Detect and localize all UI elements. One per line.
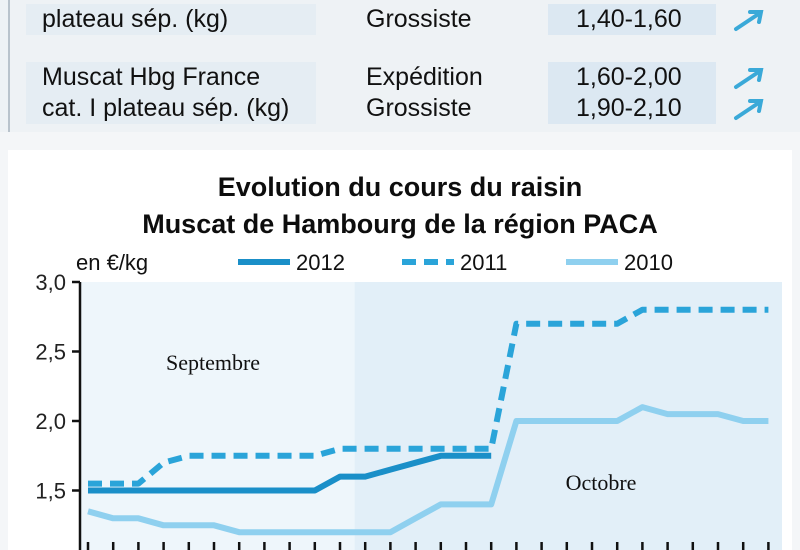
stage-cell: Expédition Grossiste [352, 62, 542, 124]
table-divider [8, 0, 10, 132]
trend-cell [730, 62, 782, 124]
price-cell: 1,40-1,60 [548, 4, 716, 35]
y-axis-label: en €/kg [76, 250, 148, 275]
period-label-septembre: Septembre [166, 350, 260, 375]
trend-up-icon [734, 10, 764, 31]
table-row: plateau sép. (kg) Grossiste 1,40-1,60 [0, 4, 800, 40]
period-label-octobre: Octobre [566, 470, 637, 495]
price-table: plateau sép. (kg) Grossiste 1,40-1,60 Mu… [0, 0, 800, 132]
y-tick-label: 2,5 [35, 340, 66, 365]
stage-line: Grossiste [366, 5, 472, 33]
stage-cell: Grossiste [352, 4, 542, 35]
y-tick-label: 1,5 [35, 479, 66, 504]
series-line-2010 [87, 404, 769, 536]
y-tick-label: 3,0 [35, 270, 66, 295]
product-cell: plateau sép. (kg) [26, 4, 316, 35]
price-line: 1,40-1,60 [576, 5, 682, 33]
price-cell: 1,60-2,00 1,90-2,10 [548, 62, 716, 124]
product-line: plateau sép. (kg) [42, 5, 229, 33]
table-row: Muscat Hbg France cat. I plateau sép. (k… [0, 62, 800, 130]
chart-subtitle: Muscat de Hambourg de la région PACA [142, 209, 658, 239]
product-cell: Muscat Hbg France cat. I plateau sép. (k… [26, 62, 316, 124]
trend-up-icon [734, 99, 764, 120]
y-tick-label: 1,0 [35, 548, 66, 550]
series-line-2011 [88, 306, 769, 487]
legend-label-2011: 2011 [460, 250, 507, 275]
product-line: cat. I plateau sép. (kg) [42, 94, 290, 122]
trend-up-icon [734, 68, 764, 89]
septembre-period [80, 282, 355, 550]
price-line: 1,60-2,00 [576, 63, 682, 91]
y-tick-label: 2,0 [35, 409, 66, 434]
stage-line: Expédition [366, 63, 483, 91]
chart-title: Evolution du cours du raisin [217, 172, 583, 202]
legend-label-2012: 2012 [296, 250, 345, 275]
stage-line: Grossiste [366, 94, 472, 122]
product-line: Muscat Hbg France [42, 63, 261, 91]
price-line: 1,90-2,10 [576, 94, 682, 122]
legend-label-2010: 2010 [624, 250, 673, 275]
trend-cell [730, 4, 782, 35]
series-line-2012 [88, 452, 492, 494]
